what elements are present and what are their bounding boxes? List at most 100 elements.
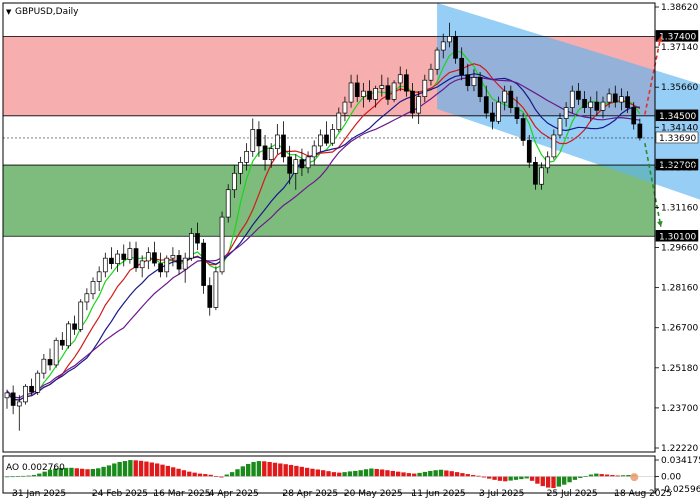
candle-body [508, 90, 514, 108]
candle-body [582, 99, 587, 108]
candle-body [569, 90, 575, 108]
ao-bar [540, 476, 545, 487]
candle-body [348, 82, 354, 103]
ao-bar [610, 475, 615, 477]
ao-bar [160, 464, 165, 477]
candle-body [287, 156, 292, 174]
candle-body [293, 159, 299, 174]
ao-bar [79, 468, 85, 477]
ao-bar [229, 472, 235, 477]
level-tag [655, 109, 699, 122]
ao-bar [604, 474, 610, 477]
candle-body [78, 301, 84, 330]
candle-body [207, 285, 213, 308]
candle-body [262, 145, 268, 160]
ao-tick-label: 0.00 [661, 472, 681, 482]
ao-bar [487, 476, 492, 479]
forecast-arrowhead-down [657, 220, 663, 227]
price-tick-label: 1.32620 [661, 163, 698, 173]
candle-body [41, 358, 47, 374]
ao-bar [181, 470, 187, 477]
ao-bar [492, 476, 497, 480]
moving-averages-layer [6, 50, 641, 401]
candle-body [219, 216, 225, 273]
level-tag [655, 131, 699, 144]
ao-bar [374, 469, 379, 477]
arrows-layer [644, 36, 663, 227]
ao-bar [117, 462, 122, 477]
ao-bar [133, 460, 138, 477]
channel-layer [437, 3, 700, 200]
candle-body [459, 57, 465, 76]
ma-line-20 [6, 76, 640, 399]
candle-body [367, 90, 372, 100]
ao-tick-label: 0.034175 [661, 456, 700, 466]
ao-bar [626, 475, 631, 477]
chart-title-marker: ▼ [6, 8, 12, 16]
candle-body [514, 107, 520, 119]
candle-body [336, 112, 342, 130]
zone-support [3, 165, 655, 237]
ao-bar [460, 473, 465, 477]
candle-body [526, 140, 532, 163]
candle-body [72, 323, 77, 330]
candle-body [53, 339, 59, 366]
ao-bar [283, 464, 288, 477]
ao-bar [288, 464, 294, 477]
forecast-arrow-up [644, 36, 662, 115]
ao-bar [385, 470, 390, 477]
candle-body [268, 148, 274, 160]
candle-body [176, 255, 182, 270]
candle-body [127, 248, 133, 260]
ao-bar [412, 473, 417, 477]
ao-bar [208, 474, 213, 477]
candle-body [35, 372, 41, 393]
level-label: 1.37400 [659, 32, 696, 42]
x-tick-label: 31 Jan 2025 [12, 489, 66, 499]
ao-bar [272, 462, 278, 477]
candle-body [121, 253, 127, 260]
chart-title: GBPUSD,Daily [15, 7, 79, 17]
ao-bar [165, 465, 171, 477]
ao-bar [508, 476, 513, 481]
ao-bar [519, 476, 524, 480]
candle-body [170, 255, 176, 259]
candle-body [453, 36, 458, 59]
candle-body [311, 145, 317, 158]
candle-body [29, 385, 34, 393]
x-tick-label: 16 Mar 2025 [153, 489, 210, 499]
candle-body [631, 107, 637, 125]
candle-body [557, 118, 563, 136]
candle-body [102, 257, 108, 273]
ao-bar [497, 476, 503, 481]
ao-bar [69, 467, 74, 477]
ao-current-marker [630, 473, 639, 482]
candle-body [496, 101, 501, 122]
x-tick-label: 24 Feb 2025 [92, 489, 148, 499]
candle-body [471, 77, 477, 87]
ao-bar [294, 465, 299, 477]
ao-bar [122, 461, 128, 477]
price-tick-label: 1.25180 [661, 364, 698, 374]
ao-bar [235, 469, 240, 477]
candle-body [483, 96, 489, 114]
ma-line-9 [6, 63, 641, 401]
main-pane-frame [2, 2, 656, 453]
ao-bar [556, 476, 562, 487]
ao-bar [503, 476, 508, 482]
price-tick-label: 1.31160 [661, 203, 698, 213]
ao-bar [315, 469, 320, 477]
candle-body [434, 49, 440, 70]
ao-bar [363, 469, 369, 477]
candle-body [563, 107, 569, 119]
candle-body [4, 392, 10, 399]
ao-bar [267, 462, 272, 477]
candle-body [299, 159, 305, 169]
price-tick-label: 1.29660 [661, 244, 698, 254]
ao-bar [224, 474, 229, 477]
descending-channel [437, 3, 700, 200]
ao-bar [529, 476, 535, 481]
ao-bar [96, 468, 101, 477]
candle-body [397, 74, 403, 84]
